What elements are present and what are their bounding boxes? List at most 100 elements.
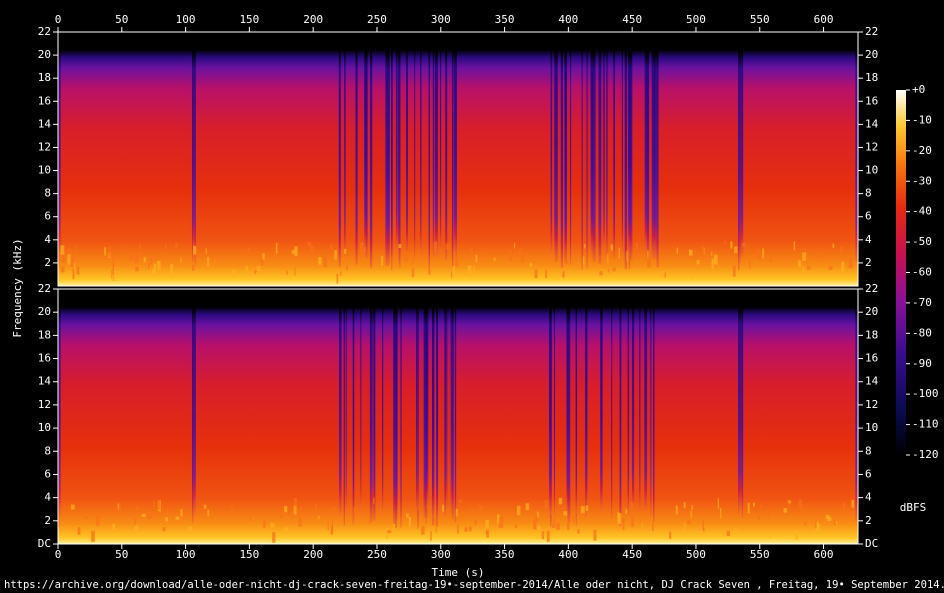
y-tick-label: 22 (865, 282, 878, 295)
quiet-stripe (619, 289, 622, 527)
quiet-stripe (364, 32, 366, 253)
quiet-stripe (435, 32, 437, 254)
low-freq-burst (631, 516, 634, 528)
low-freq-burst (293, 498, 297, 507)
y-tick-label: 20 (38, 48, 51, 61)
low-freq-burst (398, 243, 402, 249)
low-freq-burst (270, 522, 275, 528)
low-freq-burst (544, 500, 549, 509)
low-freq-burst (572, 516, 575, 523)
colorbar-tick-label: +0 (912, 83, 925, 96)
low-freq-burst (768, 509, 770, 518)
low-freq-burst (497, 514, 500, 524)
low-freq-burst (294, 267, 296, 276)
low-freq-burst (795, 530, 798, 540)
y-tick-label: 6 (865, 210, 872, 223)
low-freq-burst (515, 524, 518, 529)
y-tick-label: 2 (865, 256, 872, 269)
low-freq-burst (111, 270, 116, 281)
low-freq-burst (393, 523, 396, 530)
low-freq-burst (191, 264, 195, 271)
low-freq-burst (832, 243, 835, 248)
low-freq-burst (418, 249, 421, 253)
low-freq-burst (797, 260, 802, 267)
low-freq-burst (545, 269, 548, 279)
x-tick-label: 250 (367, 548, 387, 561)
low-freq-burst (556, 522, 560, 530)
low-freq-burst (647, 257, 651, 268)
low-freq-burst (262, 253, 265, 260)
quiet-stripe (741, 289, 744, 519)
y-tick-label: 14 (865, 375, 879, 388)
plot-frame (57, 288, 859, 545)
low-freq-burst (70, 258, 75, 267)
low-freq-burst (584, 244, 586, 249)
quiet-stripe (554, 32, 556, 257)
low-freq-burst (411, 268, 415, 278)
quiet-stripe (425, 289, 429, 509)
low-freq-burst (299, 506, 303, 515)
low-freq-burst (635, 242, 638, 250)
low-freq-burst (827, 516, 832, 521)
quiet-stripe (585, 289, 588, 510)
colorbar-tick-label: -40 (912, 205, 932, 218)
x-tick-label: 350 (495, 548, 515, 561)
x-tick-label: 500 (686, 548, 706, 561)
low-freq-burst (134, 518, 136, 525)
low-freq-burst (534, 515, 539, 522)
quiet-stripe (575, 289, 578, 514)
low-freq-burst (676, 247, 679, 254)
y-tick-label: 6 (44, 210, 51, 223)
quiet-stripe (856, 32, 858, 262)
low-freq-burst (690, 511, 692, 518)
quiet-stripe (606, 32, 608, 258)
low-freq-burst (360, 242, 364, 253)
low-freq-burst (711, 251, 713, 256)
low-freq-burst (702, 246, 705, 258)
low-freq-burst (279, 514, 283, 519)
low-freq-burst (470, 248, 473, 254)
low-freq-burst (291, 250, 295, 254)
low-freq-burst (762, 248, 765, 259)
low-freq-burst (323, 256, 328, 268)
low-freq-burst (124, 245, 126, 253)
y-tick-label: 8 (865, 187, 872, 200)
low-freq-burst (469, 526, 472, 532)
low-freq-burst (229, 531, 232, 536)
low-freq-burst (726, 530, 731, 537)
low-freq-burst (435, 516, 437, 524)
quiet-stripe (855, 32, 857, 262)
low-freq-burst (675, 505, 678, 515)
quiet-stripe (613, 32, 615, 259)
x-tick-label: 250 (367, 13, 387, 26)
quiet-stripe (740, 289, 742, 511)
low-freq-burst (67, 254, 71, 265)
low-freq-burst (757, 249, 761, 261)
y-tick-label: 18 (38, 71, 51, 84)
x-tick-label: 300 (431, 13, 451, 26)
low-freq-burst (353, 506, 356, 517)
x-tick-label: 550 (750, 548, 770, 561)
low-freq-burst (499, 517, 504, 528)
low-freq-burst (464, 527, 468, 532)
low-freq-burst (563, 511, 568, 516)
low-freq-burst (373, 497, 375, 504)
quiet-stripe (394, 289, 397, 529)
low-freq-burst (534, 269, 538, 279)
low-freq-burst (294, 246, 298, 257)
quiet-stripe (560, 32, 564, 268)
low-freq-burst (757, 515, 761, 520)
colorbar-tick-label: -120 (912, 448, 939, 461)
low-freq-burst (717, 498, 719, 509)
low-freq-burst (652, 523, 654, 532)
low-freq-burst (158, 500, 161, 510)
low-freq-burst (702, 519, 704, 531)
y-tick-label: 20 (865, 305, 878, 318)
quiet-stripe (58, 289, 60, 527)
y-tick-label: 6 (865, 467, 872, 480)
low-freq-burst (848, 257, 853, 269)
y-tick-label: 8 (44, 187, 51, 200)
low-freq-burst (261, 259, 264, 266)
low-freq-burst (134, 525, 138, 531)
